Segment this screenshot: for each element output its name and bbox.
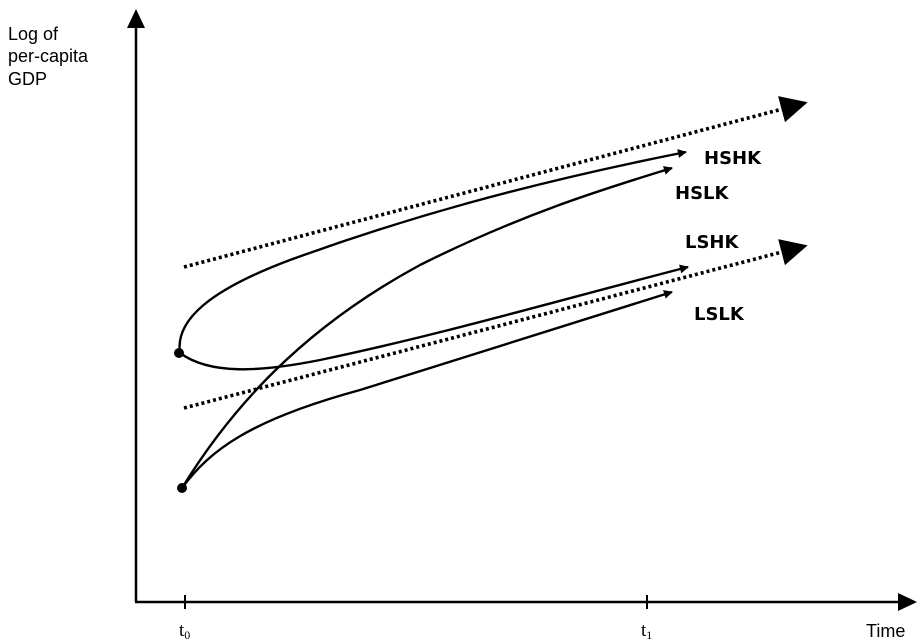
label-hshk: HSHK [704, 148, 762, 169]
x-axis-label: Time [866, 621, 905, 640]
lslk-curve [181, 290, 673, 489]
lshk-curve [179, 264, 689, 371]
label-hslk: HSLK [675, 183, 729, 204]
start-point-high [174, 348, 184, 358]
tick-label-t1: t1 [641, 620, 652, 640]
y-axis-label: Log of per-capita GDP [8, 24, 93, 89]
tick-label-t0: t0 [179, 620, 190, 640]
upper-trend-line [183, 96, 808, 269]
y-axis-arrowhead [127, 9, 145, 28]
hshk-curve [178, 149, 687, 354]
x-axis-arrowhead [898, 593, 917, 611]
start-point-low [177, 483, 187, 493]
hslk-curve [180, 166, 673, 489]
lower-trend-line [183, 239, 808, 410]
label-lshk: LSHK [685, 232, 739, 253]
label-lslk: LSLK [694, 304, 745, 325]
